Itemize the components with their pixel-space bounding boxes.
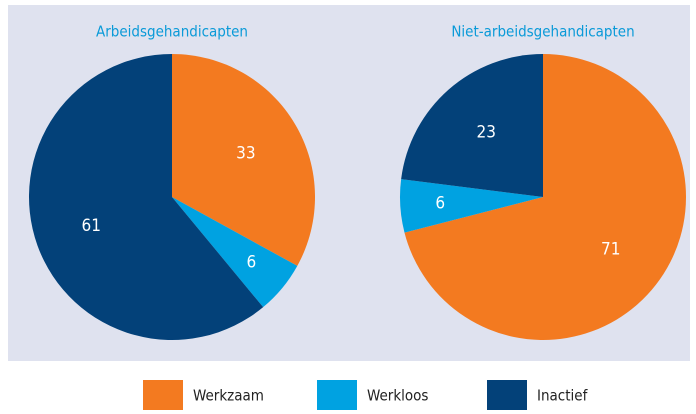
legend-label: Inactief <box>537 387 589 405</box>
data-label: 6 <box>435 193 445 213</box>
legend-label: Werkloos <box>367 387 428 405</box>
legend-swatch <box>487 380 527 410</box>
data-label: 33 <box>236 143 255 163</box>
pie-slice <box>401 54 543 197</box>
chart-title: Niet-arbeidsgehandicapten <box>451 23 634 41</box>
legend-swatch <box>317 380 357 410</box>
data-label: 23 <box>477 123 496 143</box>
legend-swatch <box>143 380 183 410</box>
data-label: 61 <box>82 216 101 236</box>
pie-slice <box>172 54 315 266</box>
legend-label: Werkzaam <box>193 387 264 405</box>
data-label: 71 <box>601 240 620 260</box>
chart-title: Arbeidsgehandicapten <box>96 23 248 41</box>
pie-slice <box>28 54 264 340</box>
pie-slice <box>172 197 298 308</box>
pie-slice <box>400 179 543 233</box>
data-label: 6 <box>246 253 256 273</box>
pie-slice <box>404 54 686 340</box>
